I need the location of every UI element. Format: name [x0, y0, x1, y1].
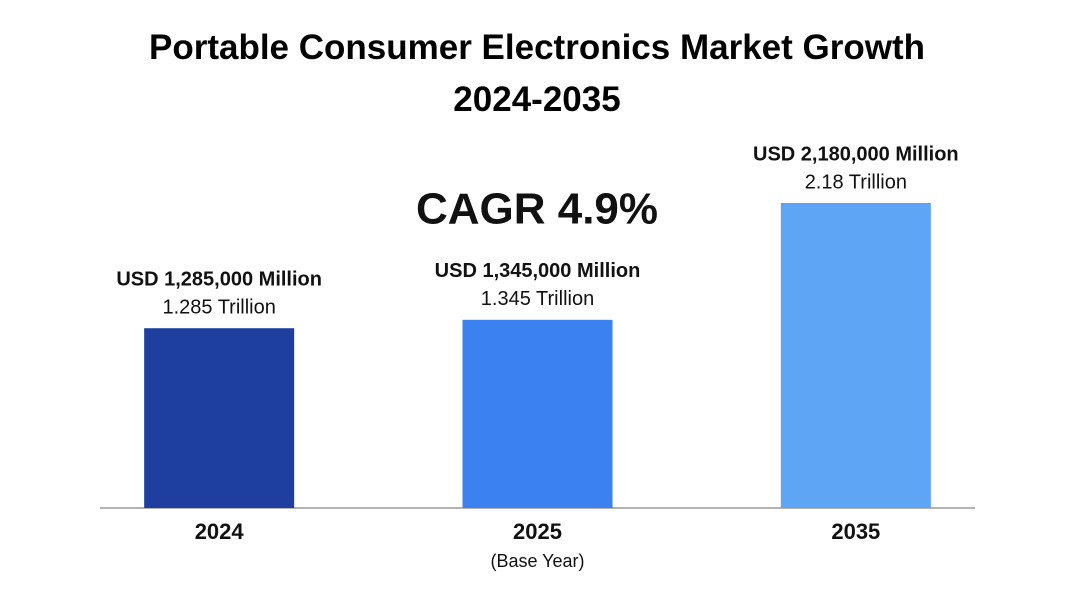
value-label: USD 1,285,000 Million: [116, 268, 322, 290]
cagr-annotation: CAGR 4.9%: [416, 185, 658, 234]
bar: [780, 203, 931, 508]
value-label-trillion: 2.18 Trillion: [805, 171, 907, 193]
category-note: (Base Year): [490, 551, 584, 571]
x-tick-label: 2035: [831, 519, 880, 544]
chart-title: Portable Consumer Electronics Market Gro…: [148, 28, 925, 119]
value-label-trillion: 1.285 Trillion: [162, 296, 275, 318]
x-tick-label: 2024: [195, 519, 245, 544]
bar: [144, 328, 295, 508]
value-label: USD 2,180,000 Million: [753, 143, 959, 165]
value-label-trillion: 1.345 Trillion: [481, 288, 594, 310]
bar: [462, 319, 613, 508]
x-tick-label: 2025: [513, 519, 562, 544]
value-label: USD 1,345,000 Million: [435, 260, 641, 282]
